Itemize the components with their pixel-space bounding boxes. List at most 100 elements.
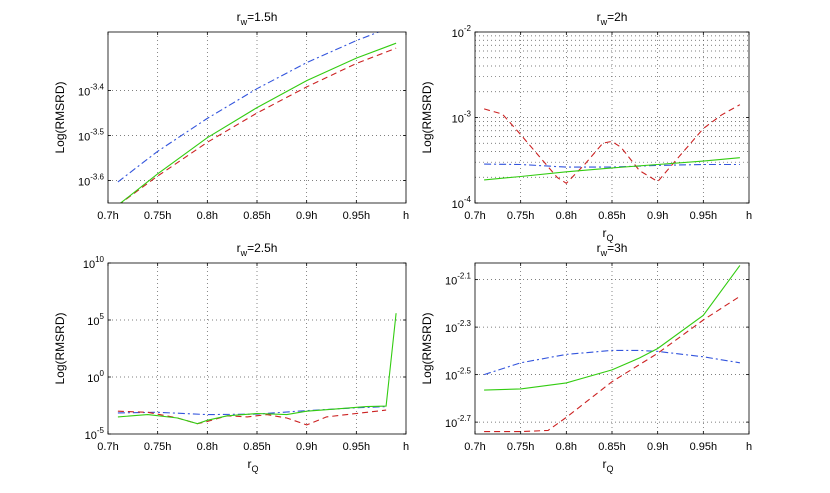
y-tick-exponent: 5: [100, 312, 105, 321]
y-tick-label: 10-3.5: [78, 128, 105, 144]
y-tick-base: 10: [78, 177, 90, 189]
x-tick-label: 0.9h: [647, 441, 668, 453]
x-tick-label: 0.85h: [598, 210, 626, 222]
subplot-title: rw=3h: [597, 241, 628, 258]
x-label-subscript: Q: [251, 464, 258, 474]
y-tick-exponent: -2.1: [457, 272, 471, 281]
y-tick-label: 10-3.4: [78, 83, 105, 99]
title-symbol: r: [597, 241, 601, 255]
y-tick-label: 100: [87, 369, 104, 385]
y-tick-base: 10: [87, 316, 99, 328]
y-tick-label: 10-3: [452, 110, 472, 126]
subplot-title: rw=2.5h: [237, 241, 278, 258]
y-axis-label: Log(RMSRD): [53, 312, 67, 384]
y-tick-label: 10-2.7: [445, 414, 472, 430]
x-tick-label: 0.9h: [296, 210, 317, 222]
title-value: =2.5h: [247, 241, 277, 255]
x-tick-label: 0.75h: [144, 441, 172, 453]
y-tick-label: 1010: [83, 255, 105, 271]
y-tick-base: 10: [445, 418, 457, 430]
title-subscript: w: [600, 248, 608, 258]
x-tick-label: 0.75h: [507, 210, 535, 222]
x-tick-label: 0.95h: [343, 441, 371, 453]
y-tick-exponent: 0: [100, 369, 105, 378]
y-tick-exponent: -4: [464, 195, 472, 204]
x-tick-label: 0.8h: [556, 441, 577, 453]
x-axis-label: rQ: [247, 457, 258, 474]
title-value: =1.5h: [247, 10, 277, 24]
subplot-title: rw=1.5h: [237, 10, 278, 27]
y-tick-base: 10: [452, 199, 464, 211]
y-tick-label: 105: [87, 312, 104, 328]
x-label-subscript: Q: [606, 233, 613, 243]
x-tick-label: 0.8h: [197, 441, 218, 453]
y-tick-base: 10: [85, 430, 97, 442]
y-tick-exponent: -5: [97, 426, 105, 435]
y-tick-exponent: -3: [464, 110, 472, 119]
subplot-title: rw=2h: [597, 10, 628, 27]
subplot-p1: 0.7h 0.75h 0.8h 0.85h 0.9h 0.95h h10-3.610-3.5…: [53, 10, 409, 222]
x-tick-label: 0.75h: [507, 441, 535, 453]
x-tick-label: 0.95h: [343, 210, 371, 222]
x-tick-label: 0.9h: [647, 210, 668, 222]
y-tick-label: 10-2.5: [445, 367, 472, 383]
y-tick-exponent: -2.7: [457, 414, 471, 423]
y-tick-base: 10: [452, 28, 464, 40]
title-subscript: w: [240, 248, 248, 258]
y-tick-exponent: -2.5: [457, 367, 471, 376]
y-tick-base: 10: [87, 373, 99, 385]
y-tick-base: 10: [445, 276, 457, 288]
x-tick-label: 0.7h: [464, 210, 485, 222]
y-tick-exponent: -2.3: [457, 319, 471, 328]
y-tick-label: 10-3.6: [78, 173, 105, 189]
series-line-green: [484, 157, 740, 181]
series-line-blue: [483, 349, 740, 376]
subplot-p3: 0.7h 0.75h 0.8h 0.85h 0.9h 0.95h h10-510010510…: [53, 241, 409, 474]
title-symbol: r: [597, 10, 601, 24]
x-label-symbol: r: [602, 226, 606, 240]
x-tick-label: h: [746, 210, 752, 222]
title-value: =2h: [607, 10, 627, 24]
y-tick-base: 10: [83, 259, 95, 271]
y-tick-exponent: -2: [464, 24, 472, 33]
y-tick-exponent: -3.4: [90, 83, 104, 92]
x-tick-label: 0.95h: [690, 210, 718, 222]
x-tick-label: 0.7h: [97, 441, 118, 453]
x-tick-label: 0.9h: [296, 441, 317, 453]
y-tick-base: 10: [445, 323, 457, 335]
series-line-blue: [117, 32, 381, 183]
series-line-blue: [484, 163, 740, 168]
series-line-green: [117, 313, 397, 425]
x-tick-label: 0.75h: [144, 210, 172, 222]
series-line-red: [483, 104, 741, 185]
x-tick-label: 0.7h: [97, 210, 118, 222]
title-symbol: r: [237, 10, 241, 24]
y-axis-label: Log(RMSRD): [53, 81, 67, 153]
series-line-red: [484, 295, 741, 433]
x-tick-label: 0.85h: [243, 441, 271, 453]
x-label-subscript: Q: [606, 464, 613, 474]
y-tick-exponent: 10: [95, 255, 104, 264]
y-axis-label: Log(RMSRD): [420, 81, 434, 153]
x-tick-label: 0.8h: [197, 210, 218, 222]
y-tick-exponent: -3.5: [90, 128, 104, 137]
y-tick-label: 10-5: [85, 426, 105, 442]
x-tick-label: 0.85h: [598, 441, 626, 453]
title-subscript: w: [240, 17, 248, 27]
y-tick-label: 10-2.3: [445, 319, 472, 335]
x-tick-label: 0.7h: [464, 441, 485, 453]
title-value: =3h: [607, 241, 627, 255]
x-label-symbol: r: [247, 457, 251, 471]
x-axis-label: rQ: [602, 226, 613, 243]
x-tick-label: 0.95h: [690, 441, 718, 453]
y-tick-base: 10: [445, 371, 457, 383]
x-tick-label: 0.8h: [556, 210, 577, 222]
subplot-p4: 0.7h 0.75h 0.8h 0.85h 0.9h 0.95h h10-2.710-2.5…: [420, 241, 752, 474]
x-axis-label: rQ: [602, 457, 613, 474]
title-subscript: w: [600, 17, 608, 27]
title-symbol: r: [237, 241, 241, 255]
series-line-blue: [117, 406, 387, 416]
subplot-p2: 0.7h 0.75h 0.8h 0.85h 0.9h 0.95h h10-410-310-2…: [420, 10, 752, 243]
